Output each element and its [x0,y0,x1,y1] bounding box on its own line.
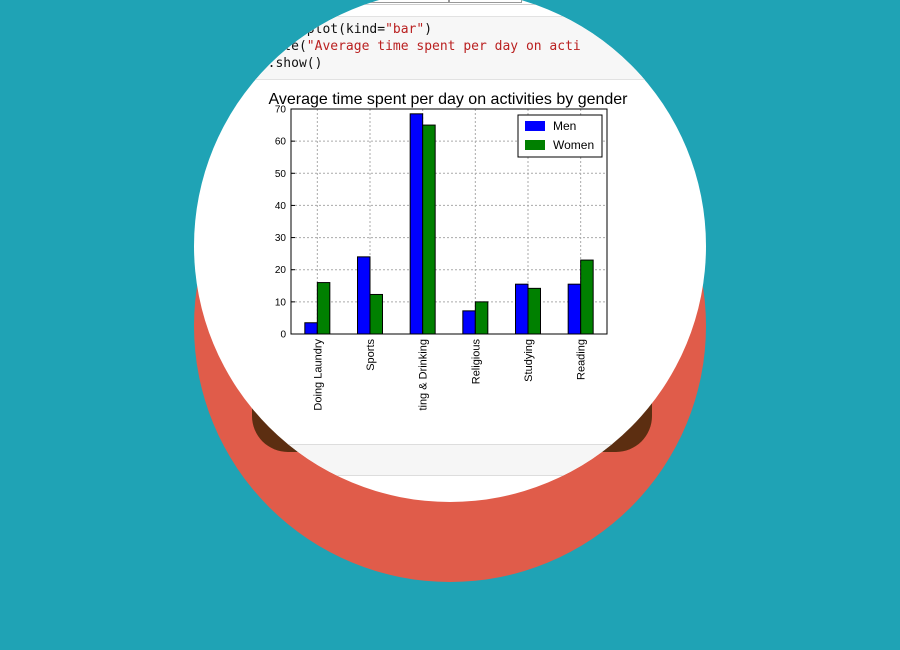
bar-women-0 [316,282,331,335]
y-tick-label: 40 [275,201,287,212]
cell-toolbar [260,0,706,5]
y-tick-label: 30 [275,233,287,244]
toolbar-tab[interactable] [448,0,522,3]
code-line-1: men_df.plot(kind="bar") [252,22,433,37]
x-axis: Doing Laundry Sports ting & Drinking Religi… [312,330,588,411]
bar-women-3 [474,301,489,335]
x-tick-label: ting & Drinking [418,339,430,411]
code-line-3: lt.show() [252,56,323,71]
notebook-view: men_df.plot(kind="bar") .title("Average … [194,0,706,502]
legend-swatch-men [525,121,545,131]
bar-women-2 [422,124,436,335]
y-tick-label: 50 [275,169,287,180]
legend-label-women: Women [553,138,594,152]
y-tick-label: 20 [275,265,287,276]
legend-label-men: Men [553,119,576,133]
bar-women-5 [580,259,594,335]
bar-men-5 [567,283,582,335]
code-cell[interactable] [220,16,706,80]
x-tick-label: Reading [576,339,588,380]
bar-men-3 [462,310,476,335]
bar-men-0 [304,322,318,335]
x-tick-label: Sports [365,339,377,371]
code-text: men_df.plot(kind="bar") .title("Average … [252,21,581,72]
x-tick-label: Doing Laundry [312,339,324,411]
bar-men-4 [515,283,529,335]
zoom-lens: men_df.plot(kind="bar") .title("Average … [194,0,706,502]
plot-frame [290,108,608,335]
bar-chart: Average time spent per day on activities… [268,91,628,411]
y-tick-label: 60 [275,137,287,148]
chart-title: Average time spent per day on activities… [268,91,628,108]
y-tick-label: 0 [280,330,286,341]
code-line-2: .title("Average time spent per day on ac… [252,39,581,54]
x-tick-label: Religious [470,339,482,385]
y-tick-label: 70 [275,105,287,116]
bar-women-1 [369,293,383,335]
bar-women-4 [527,287,541,335]
y-tick-label: 10 [275,297,287,308]
legend: Men Women [517,114,603,158]
bar-men-1 [357,256,371,335]
y-axis: 0 10 20 30 40 50 60 70 [275,105,295,341]
x-tick-label: Studying [523,339,535,382]
bar-men-2 [409,113,424,335]
toolbar-tab[interactable] [370,0,450,3]
output-area-footer [260,444,700,476]
legend-swatch-women [525,140,545,150]
